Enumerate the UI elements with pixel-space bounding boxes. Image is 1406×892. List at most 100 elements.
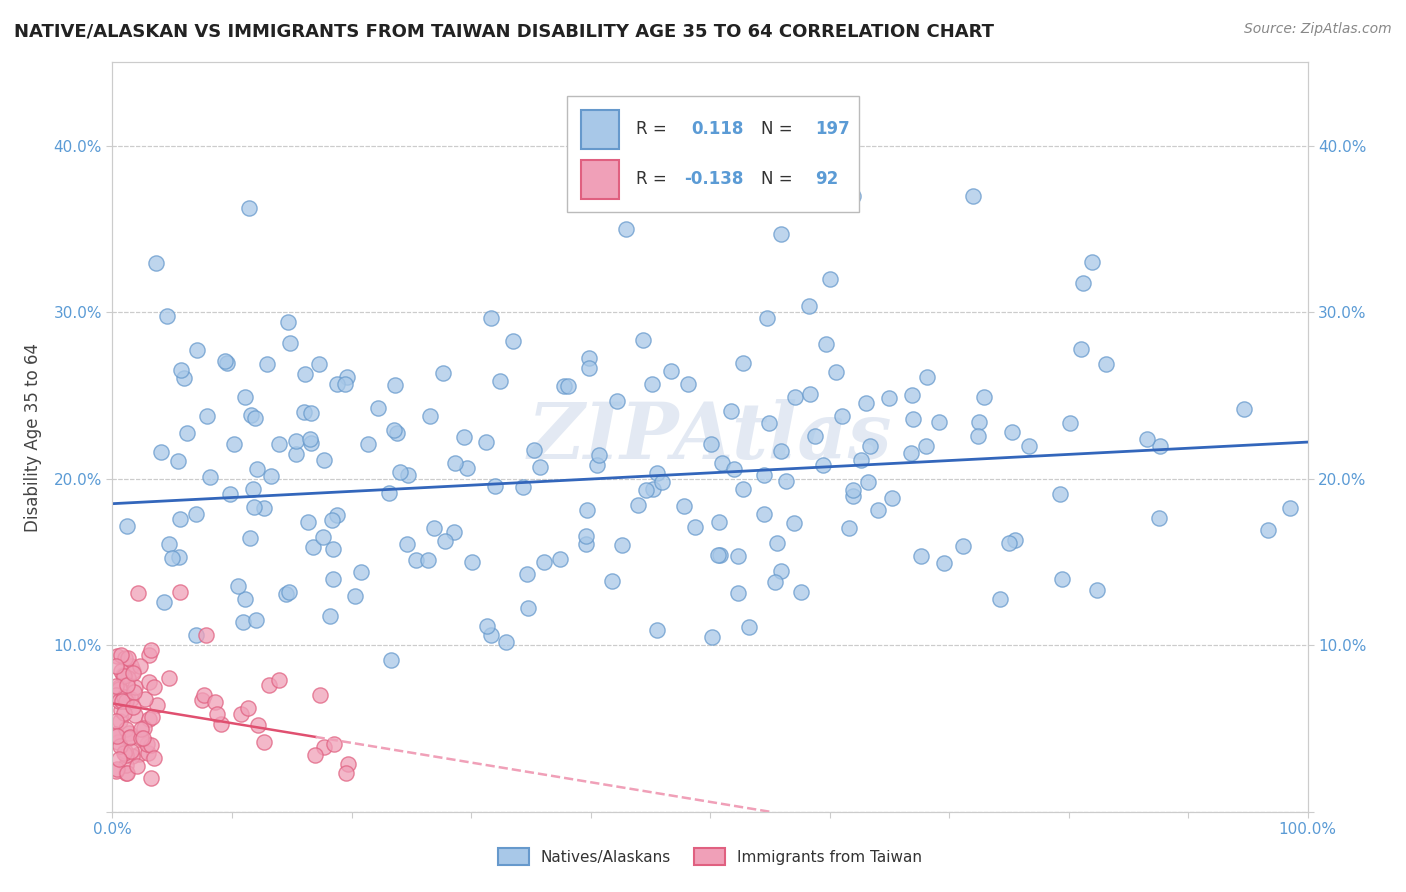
Point [952,539,974,553]
Point [380,653,402,667]
Point [114,766,136,780]
Point [557,379,579,393]
Point [138,648,160,662]
Point [1050,572,1073,586]
Point [600,574,623,588]
Point [117,690,139,704]
Point [752,468,775,483]
Point [578,351,600,365]
Point [769,227,792,241]
Point [269,673,291,688]
Text: R =: R = [636,170,666,188]
Point [245,461,267,475]
Point [132,721,155,735]
Point [418,553,440,567]
Point [257,678,280,692]
Point [453,430,475,444]
Point [169,362,191,376]
Point [193,689,215,703]
Point [877,391,900,405]
Point [512,480,534,494]
Point [276,587,298,601]
Point [156,310,179,324]
Point [112,668,135,682]
Point [103,729,125,743]
Point [814,337,837,351]
Point [139,643,162,657]
Point [548,552,571,566]
Point [138,712,160,726]
Point [308,358,330,372]
Point [120,691,142,706]
Point [108,682,131,697]
Point [707,516,730,530]
Point [108,714,131,729]
Point [157,671,180,685]
Point [245,613,267,627]
Point [104,764,127,778]
Point [129,731,152,746]
Point [720,404,742,418]
Point [516,601,538,615]
Point [785,390,807,404]
Point [367,401,389,415]
Point [405,553,427,567]
Point [114,744,136,758]
Point [641,377,664,392]
Point [124,708,146,723]
Point [575,537,598,551]
Point [967,429,990,443]
Point [419,409,441,423]
Point [105,762,128,776]
Point [477,619,499,633]
Point [269,437,291,451]
Point [260,469,283,483]
Point [160,551,183,566]
Point [108,752,131,766]
Point [988,591,1011,606]
Point [108,680,131,694]
Point [253,735,276,749]
Point [239,408,262,422]
Point [575,503,598,517]
Point [842,188,865,202]
Point [502,334,524,348]
Point [304,747,326,762]
Point [758,416,780,430]
Point [115,766,138,780]
Point [831,409,853,423]
Point [117,650,139,665]
Point [523,443,546,458]
Point [588,448,610,462]
Point [868,502,890,516]
Point [849,453,872,467]
Point [627,498,650,512]
Point [841,483,863,497]
Text: 197: 197 [815,120,851,138]
Point [110,693,132,707]
Point [479,311,502,326]
Point [322,572,344,586]
Point [107,734,129,748]
Point [1147,511,1170,525]
Point [488,374,510,388]
Point [247,718,270,732]
Point [444,456,467,470]
Point [205,706,228,721]
Point [685,520,707,534]
Point [1004,533,1026,547]
Point [122,700,145,714]
Point [195,409,218,424]
Point [533,555,555,569]
Point [299,436,322,450]
Point [129,659,152,673]
Text: ZIPAtlas: ZIPAtlas [527,399,893,475]
Point [769,564,792,578]
Point [651,475,673,490]
Point [357,437,380,451]
Point [134,691,156,706]
Point [700,631,723,645]
Point [143,680,166,694]
Point [731,482,754,496]
Point [783,516,806,530]
